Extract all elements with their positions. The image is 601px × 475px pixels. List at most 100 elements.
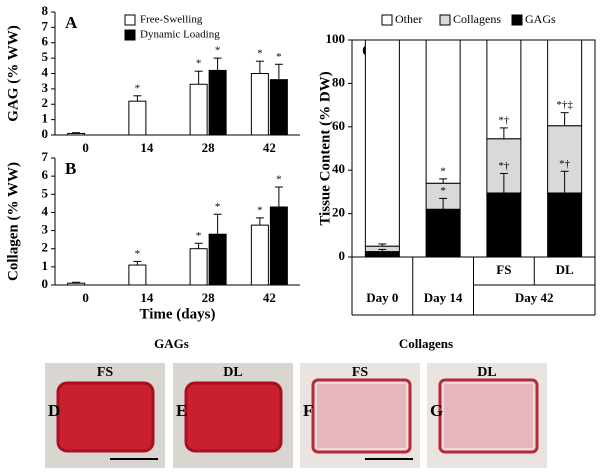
image-letter: F (303, 401, 313, 420)
bar (128, 100, 147, 136)
significance: * (440, 165, 446, 177)
bar-segment (486, 192, 522, 258)
legend-label: GAGs (525, 12, 556, 26)
y-tick-label: 100 (326, 31, 346, 46)
significance: * (276, 174, 282, 186)
y-tick-label: 1 (42, 258, 49, 273)
legend-swatch (381, 14, 393, 26)
y-tick-label: 4 (42, 203, 49, 218)
image-label: DL (477, 365, 496, 380)
x-tick-label: Day 14 (424, 290, 463, 305)
bar-segment (547, 192, 583, 258)
significance: * (440, 185, 446, 197)
tissue-sample (311, 378, 412, 454)
bar (189, 83, 208, 136)
image-letter: E (176, 401, 187, 420)
bar (208, 69, 227, 136)
legend-swatch (124, 29, 136, 41)
bar-segment (425, 39, 461, 184)
bar (208, 233, 227, 286)
y-axis-label: GAG (% WW) (5, 25, 21, 121)
y-tick-label: 3 (42, 222, 49, 237)
legend-label: Other (395, 12, 422, 26)
x-tick-label: 0 (82, 140, 89, 155)
bar (269, 206, 288, 286)
y-tick-label: 7 (42, 149, 49, 164)
y-tick-label: 4 (42, 64, 49, 79)
y-axis-label: Collagen (% WW) (5, 162, 21, 281)
y-tick-label: 5 (42, 49, 49, 64)
tissue-texture (444, 384, 533, 448)
x-tick-label: 42 (263, 290, 276, 305)
bar (128, 264, 147, 286)
y-tick-label: 2 (42, 240, 49, 255)
significance: *† (559, 158, 571, 170)
image-label: FS (97, 365, 114, 380)
legend-swatch (511, 14, 523, 26)
y-tick-label: 0 (42, 276, 49, 291)
significance: * (135, 248, 141, 260)
x-tick-label: 14 (140, 140, 154, 155)
significance: * (135, 82, 141, 94)
image-group-title: Collagens (399, 336, 453, 351)
y-tick-label: 8 (42, 3, 49, 18)
y-tick-label: 7 (42, 18, 49, 33)
tissue-sample (438, 378, 539, 454)
bar-segment (364, 251, 400, 258)
significance: * (196, 230, 202, 242)
x-tick-label: FS (496, 262, 511, 277)
bar-segment (547, 39, 583, 127)
y-tick-label: 5 (42, 185, 49, 200)
panel-letter: A (65, 13, 78, 32)
significance: * (215, 45, 221, 57)
y-tick-label: 80 (332, 74, 345, 89)
y-tick-label: 40 (332, 161, 345, 176)
significance: * (257, 48, 263, 60)
significance: * (215, 201, 221, 213)
group-label: Day 42 (515, 290, 554, 305)
y-tick-label: 20 (332, 205, 345, 220)
y-tick-label: 6 (42, 167, 49, 182)
x-tick-label: DL (556, 262, 574, 277)
bar (250, 73, 269, 136)
y-axis-label: Tissue Content (% DW) (317, 71, 333, 225)
x-axis-label: Time (days) (140, 306, 216, 322)
legend-swatch (439, 14, 451, 26)
legend-swatch (124, 14, 136, 26)
y-tick-label: 1 (42, 111, 49, 126)
panel-letter: B (65, 159, 76, 178)
y-tick-label: 2 (42, 95, 49, 110)
tissue-sample (56, 381, 155, 453)
bar (250, 224, 269, 286)
y-tick-label: 3 (42, 80, 49, 95)
bar (189, 248, 208, 286)
y-tick-label: 6 (42, 34, 49, 49)
tissue-texture (317, 384, 406, 448)
x-tick-label: 14 (140, 290, 154, 305)
image-group-title: GAGs (154, 336, 189, 351)
significance: * (276, 51, 282, 63)
legend-label: Free-Swelling (140, 14, 203, 26)
bar-segment (486, 39, 522, 140)
bar (269, 79, 288, 136)
y-tick-label: 60 (332, 118, 345, 133)
tissue-sample (184, 381, 283, 453)
legend-label: Collagens (453, 12, 501, 26)
x-tick-label: 42 (263, 140, 276, 155)
x-tick-label: 0 (82, 290, 89, 305)
significance: *† (498, 160, 510, 172)
x-tick-label: 28 (202, 140, 216, 155)
x-tick-label: Day 0 (366, 290, 398, 305)
image-letter: D (48, 401, 60, 420)
legend-label: Dynamic Loading (140, 29, 220, 41)
y-tick-label: 0 (339, 248, 346, 263)
significance: *† (498, 114, 510, 126)
bar-segment (364, 39, 400, 247)
x-tick-label: 28 (202, 290, 216, 305)
image-letter: G (430, 401, 443, 420)
y-tick-label: 0 (42, 126, 49, 141)
significance: * (257, 204, 263, 216)
significance: * (196, 58, 202, 70)
image-label: DL (223, 365, 242, 380)
